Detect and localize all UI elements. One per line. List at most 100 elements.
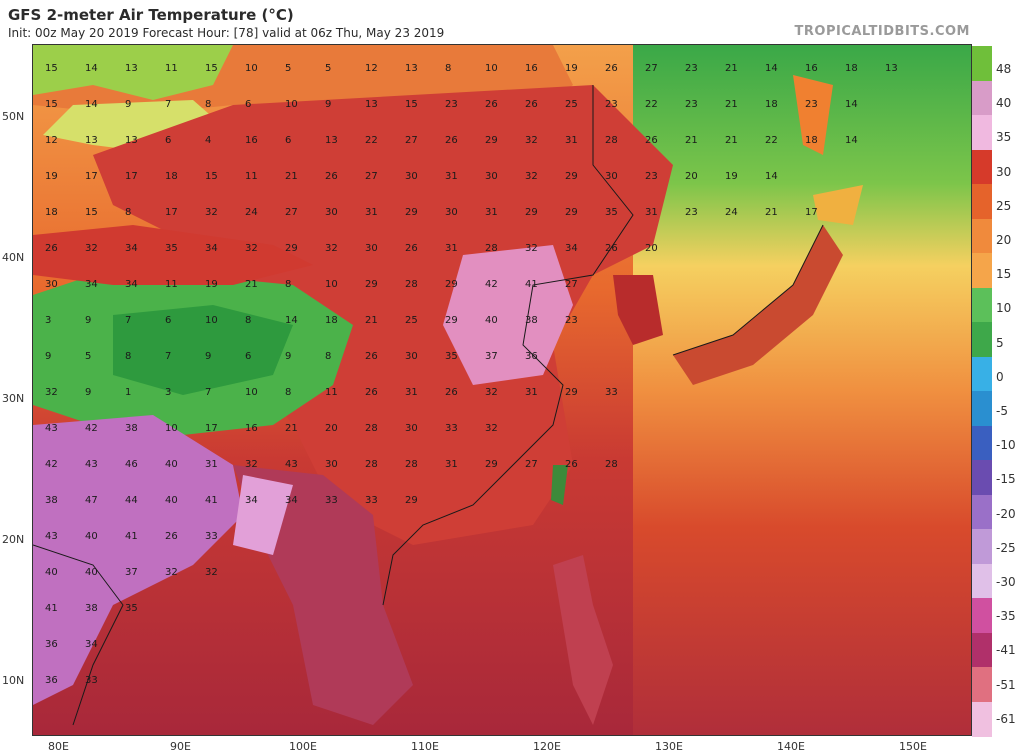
temperature-value: 27 [525, 459, 538, 470]
temperature-value: 17 [165, 207, 178, 218]
temperature-value: 13 [325, 135, 338, 146]
temperature-value: 28 [405, 279, 418, 290]
temperature-value: 4 [205, 135, 211, 146]
temperature-value: 32 [245, 243, 258, 254]
colorbar-segment [972, 184, 992, 219]
temperature-value: 32 [485, 387, 498, 398]
temperature-value: 7 [205, 387, 211, 398]
myanmar-hot [233, 475, 293, 555]
temperature-value: 8 [285, 279, 291, 290]
temperature-value: 23 [565, 315, 578, 326]
temperature-value: 31 [445, 459, 458, 470]
temperature-value: 21 [285, 171, 298, 182]
temperature-value: 9 [205, 351, 211, 362]
colorbar-segment [972, 287, 992, 323]
map-subtitle: Init: 00z May 20 2019 Forecast Hour: [78… [8, 26, 445, 40]
map-title: GFS 2-meter Air Temperature (°C) [8, 6, 294, 24]
temperature-value: 22 [365, 135, 378, 146]
temperature-value: 9 [325, 99, 331, 110]
north-china-plain [443, 245, 573, 385]
temperature-value: 10 [245, 387, 258, 398]
temperature-value: 38 [85, 603, 98, 614]
colorbar-label: 30 [996, 164, 1012, 179]
temperature-value: 13 [405, 63, 418, 74]
temperature-value: 35 [605, 207, 618, 218]
temperature-value: 42 [45, 459, 58, 470]
temperature-value: 28 [485, 243, 498, 254]
temperature-value: 24 [245, 207, 258, 218]
temperature-value: 29 [285, 243, 298, 254]
temperature-value: 28 [365, 459, 378, 470]
colorbar-segment [972, 701, 992, 737]
temperature-map[interactable]: 15 14 13 11 15 10 5 5 12 13 8 10 16 19 26 27 23 21 14 16 18 1… [32, 44, 972, 736]
temperature-value: 18 [165, 171, 178, 182]
temperature-value: 31 [525, 387, 538, 398]
temperature-value: 26 [445, 387, 458, 398]
colorbar-segment [972, 218, 992, 254]
temperature-value: 43 [45, 531, 58, 542]
temperature-value: 29 [525, 207, 538, 218]
lon-label: 140E [777, 740, 805, 753]
temperature-value: 7 [165, 351, 171, 362]
colorbar-label: -5 [996, 404, 1008, 418]
temperature-value: 38 [125, 423, 138, 434]
temperature-value: 32 [525, 135, 538, 146]
temperature-value: 37 [125, 567, 138, 578]
temperature-value: 32 [205, 207, 218, 218]
temperature-value: 20 [325, 423, 338, 434]
temperature-value: 38 [45, 495, 58, 506]
temperature-value: 33 [205, 531, 218, 542]
temperature-value: 26 [445, 135, 458, 146]
lat-label: 10N [2, 674, 25, 687]
temperature-value: 32 [525, 243, 538, 254]
temperature-value: 29 [445, 315, 458, 326]
temperature-value: 25 [565, 99, 578, 110]
temperature-value: 8 [125, 351, 131, 362]
temperature-value: 40 [165, 495, 178, 506]
temperature-value: 29 [485, 459, 498, 470]
temperature-value: 13 [885, 63, 898, 74]
temperature-value: 26 [165, 531, 178, 542]
temperature-value: 5 [325, 63, 331, 74]
temperature-value: 14 [845, 99, 858, 110]
temperature-value: 33 [445, 423, 458, 434]
temperature-value: 18 [325, 315, 338, 326]
colorbar-segment [972, 494, 992, 530]
temperature-value: 17 [125, 171, 138, 182]
temperature-value: 15 [405, 99, 418, 110]
temperature-value: 30 [405, 171, 418, 182]
colorbar-label: -25 [996, 540, 1016, 555]
colorbar-label: -41 [996, 643, 1016, 658]
temperature-value: 30 [325, 459, 338, 470]
temperature-value: 21 [245, 279, 258, 290]
temperature-value: 34 [205, 243, 218, 254]
temperature-value: 40 [85, 531, 98, 542]
temperature-value: 32 [85, 243, 98, 254]
temperature-value: 15 [45, 99, 58, 110]
temperature-value: 41 [205, 495, 218, 506]
temperature-value: 33 [605, 387, 618, 398]
temperature-value: 20 [645, 243, 658, 254]
temperature-value: 18 [765, 99, 778, 110]
temperature-value: 15 [45, 63, 58, 74]
temperature-value: 43 [85, 459, 98, 470]
map-canvas: 15 14 13 11 15 10 5 5 12 13 8 10 16 19 26 27 23 21 14 16 18 1… [33, 45, 971, 735]
temperature-value: 11 [325, 387, 338, 398]
temperature-value: 26 [325, 171, 338, 182]
temperature-value: 32 [45, 387, 58, 398]
temperature-value: 14 [85, 63, 98, 74]
temperature-value: 40 [485, 315, 498, 326]
temperature-value: 29 [405, 207, 418, 218]
temperature-value: 26 [485, 99, 498, 110]
temperature-value: 19 [565, 63, 578, 74]
temperature-value: 41 [125, 531, 138, 542]
temperature-value: 9 [85, 315, 91, 326]
china-interior [93, 85, 673, 545]
temperature-value: 42 [85, 423, 98, 434]
colorbar-label: -15 [996, 472, 1016, 487]
temperature-value: 27 [405, 135, 418, 146]
colorbar-segment [972, 253, 992, 288]
lon-label: 100E [289, 740, 317, 753]
lon-label: 150E [899, 740, 927, 753]
temperature-value: 20 [685, 171, 698, 182]
